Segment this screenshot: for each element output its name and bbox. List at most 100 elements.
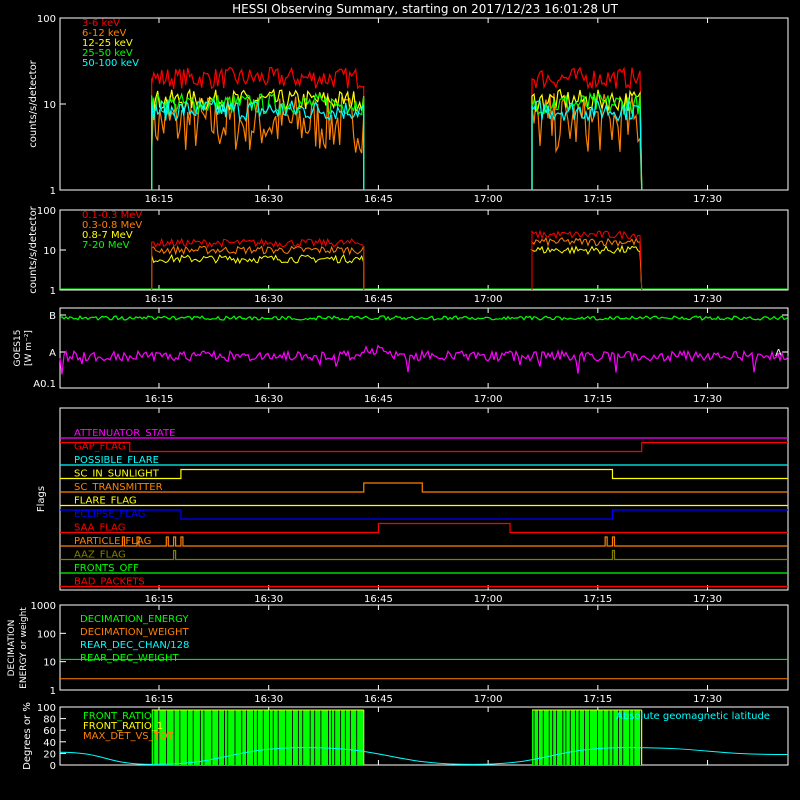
legend-entry: 0.1-0.3 MeV [82, 210, 142, 221]
y-tick-label: A [49, 348, 56, 359]
legend-entry: 25-50 keV [82, 48, 133, 59]
series-line-goes-short [59, 344, 789, 375]
series-line-3-6 keV [531, 66, 643, 191]
y-axis-label: counts/s/detector [28, 205, 39, 293]
y-axis-label: counts/s/detector [28, 59, 39, 147]
x-tick-label: 17:00 [474, 294, 503, 305]
series-line-0.1-0.3 MeV [531, 229, 643, 291]
x-tick-label: 16:30 [254, 294, 283, 305]
x-tick-label: 17:15 [583, 594, 612, 605]
flag-label: GAP_FLAG [74, 442, 126, 453]
flag-label: FLARE_FLAG [74, 496, 137, 507]
panel-5-frame: 16:15 16:30 16:45 17:00 17:15 17:30 1000 100 10 1… [7, 601, 789, 705]
x-tick-label: 16:45 [364, 694, 393, 705]
y-tick-label: 100 [37, 206, 56, 217]
legend-entry: DECIMATION_WEIGHT [80, 627, 189, 638]
flag-line-PARTICLE_FLAG [60, 536, 788, 547]
flag-label: SAA_FLAG [74, 523, 125, 534]
x-tick-label: 16:30 [254, 694, 283, 705]
flag-label: AAZ_FLAG [74, 550, 126, 561]
y-tick-label: 0 [50, 761, 56, 772]
y-tick-label: A0.1 [33, 379, 56, 390]
x-tick-label: 17:30 [693, 694, 722, 705]
panel-2-frame: 16:15 16:30 16:45 17:00 17:15 17:30 100 10 1 coun… [28, 205, 789, 305]
y-tick-label: 1 [50, 186, 56, 197]
series-line-goes-long [59, 314, 789, 321]
y-tick-label: 100 [37, 629, 56, 640]
panel-border [59, 604, 789, 691]
x-tick-label: 17:00 [474, 394, 503, 405]
panel-border [59, 407, 789, 591]
flag-label: ECLIPSE_FLAG [74, 509, 145, 520]
y-axis-label-2: ENERGY or weight [19, 607, 29, 689]
x-tick-label: 16:15 [145, 294, 174, 305]
y-axis-label: Degrees or % [22, 702, 33, 770]
y-tick-label: 80 [43, 715, 56, 726]
x-tick-label: 16:45 [364, 594, 393, 605]
flag-line-SC_IN_SUNLIGHT [60, 468, 788, 480]
legend-entry: REAR_DEC_WEIGHT [80, 653, 179, 664]
y-tick-label: 60 [43, 726, 56, 737]
x-tick-label: 17:30 [693, 394, 722, 405]
series-line-0.1-0.3 MeV [151, 237, 365, 291]
y-axis-unit: [W m⁻²] [24, 330, 34, 366]
x-tick-label: 16:30 [254, 394, 283, 405]
y-axis-label: GOES15 [13, 330, 23, 367]
flag-line-SC_TRANSMITTER [60, 482, 788, 493]
y-tick-label: B [49, 311, 56, 322]
x-tick-label: 17:30 [693, 194, 722, 205]
x-tick-label: 16:45 [364, 194, 393, 205]
y-axis-label: Flags [36, 486, 47, 512]
series-line-50-100 keV [151, 98, 365, 191]
series-line-3-6 keV [151, 66, 365, 191]
panel-border [59, 307, 789, 389]
legend-entry: DECIMATION_ENERGY [80, 614, 189, 625]
panel-1-frame: 16:15 16:30 16:45 17:00 17:15 17:30 100 10 1 coun… [28, 14, 789, 205]
y-tick-label: 1 [50, 686, 56, 697]
series-line-0.3-0.8 MeV [151, 245, 365, 291]
legend-entry: 50-100 keV [82, 58, 139, 69]
flag-label: POSSIBLE_FLARE [74, 455, 159, 466]
flag-label: SC_TRANSMITTER [74, 482, 163, 493]
x-tick-label: 17:00 [474, 694, 503, 705]
panel-4-frame: 16:15 16:30 16:45 17:00 17:15 17:30 Flags ATTEN… [36, 407, 789, 605]
flag-line-AAZ_FLAG [60, 549, 788, 561]
flag-label: SC_IN_SUNLIGHT [74, 469, 160, 480]
series-line-25-50 keV [151, 92, 365, 191]
series-line-0.3-0.8 MeV [531, 236, 643, 291]
flag-line-GAP_FLAG [60, 441, 788, 453]
x-tick-label: 17:00 [474, 194, 503, 205]
legend-entry: FRONT_RATIO_1 [83, 721, 163, 732]
legend-entry: FRONT_RATIO [83, 711, 152, 722]
series-line-6-12 keV [151, 93, 365, 191]
flag-label: ATTENUATOR_STATE [74, 428, 175, 439]
chart-title: HESSI Observing Summary, starting on 201… [232, 2, 618, 16]
flag-line-SAA_FLAG [60, 522, 788, 534]
x-tick-label: 16:15 [145, 594, 174, 605]
y-tick-label: 1000 [31, 601, 56, 612]
flag-label: FRONTS_OFF [74, 563, 139, 574]
panel-3-frame: 16:15 16:30 16:45 17:00 17:15 17:30 B A A0.1 A GOE… [13, 307, 789, 405]
legend-entry: 0.3-0.8 MeV [82, 220, 142, 231]
legend-entry: 6-12 keV [82, 28, 126, 39]
x-tick-label: 17:00 [474, 594, 503, 605]
legend-entry: Absolute geomagnetic latitude [616, 711, 770, 722]
series-line-50-100 keV [531, 98, 643, 191]
x-tick-label: 17:15 [583, 694, 612, 705]
y-tick-label: 10 [43, 100, 56, 111]
x-tick-label: 16:15 [145, 394, 174, 405]
panel-border [59, 706, 789, 766]
y-tick-label: 10 [43, 246, 56, 257]
x-tick-label: 17:15 [583, 194, 612, 205]
legend-entry: 7-20 MeV [82, 240, 130, 251]
legend-entry: 3-6 keV [82, 18, 120, 29]
y-tick-label: 100 [37, 14, 56, 25]
y-tick-label: 1 [50, 286, 56, 297]
legend-entry: REAR_DEC_CHAN/128 [80, 640, 189, 651]
x-tick-label: 17:30 [693, 294, 722, 305]
